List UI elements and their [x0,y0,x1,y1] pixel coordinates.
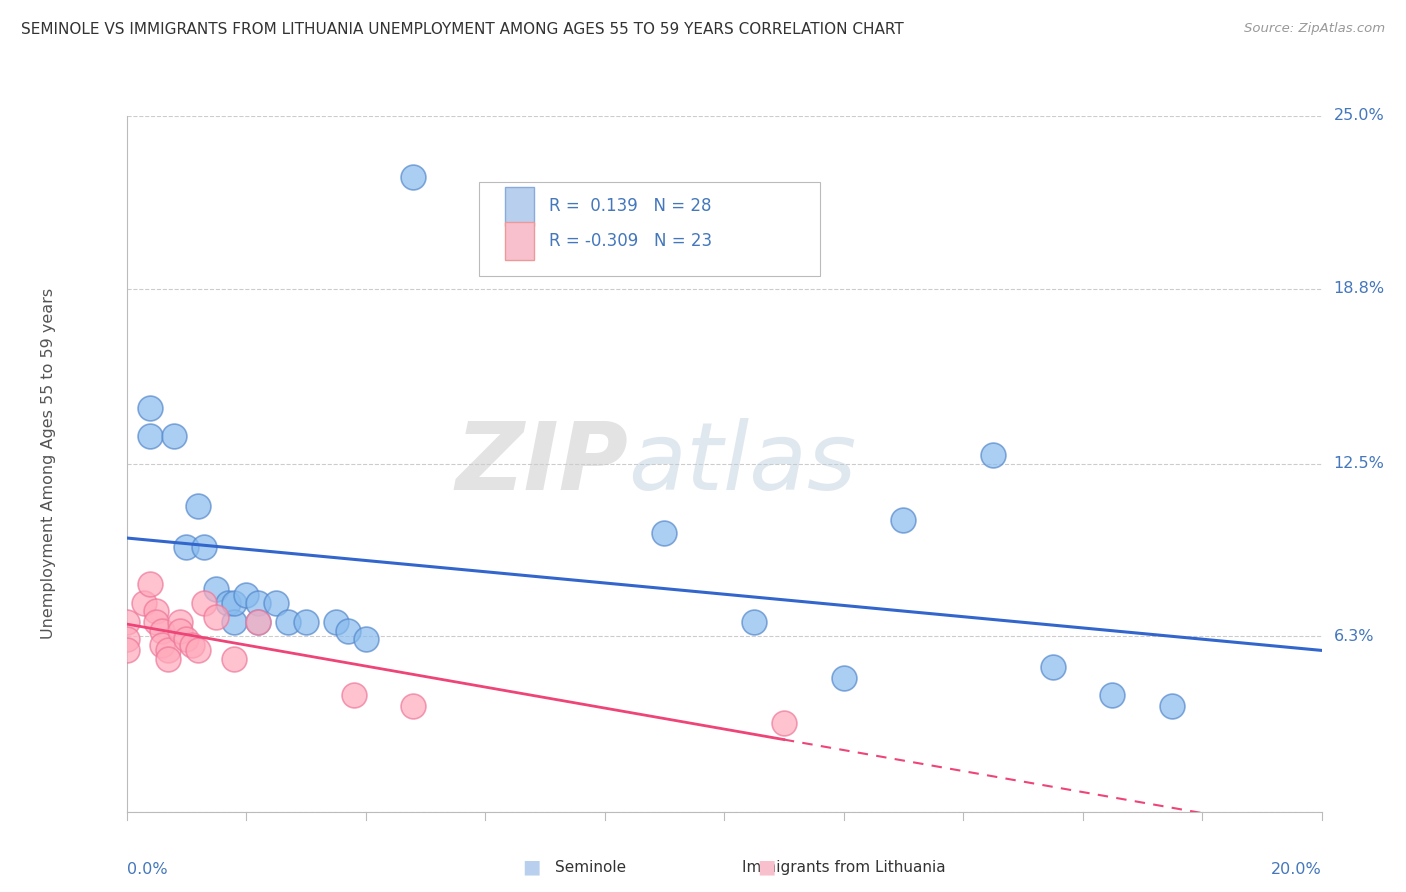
Point [145,604,167,618]
Point [205,582,228,596]
Point [981,449,1004,463]
Text: atlas: atlas [628,418,856,509]
Point [205,610,228,624]
Text: Unemployment Among Ages 55 to 59 years: Unemployment Among Ages 55 to 59 years [41,288,56,640]
Point [336,624,359,638]
Point [247,596,270,610]
Point [264,596,287,610]
Point [247,615,270,630]
Point [294,615,316,630]
Text: R = -0.309   N = 23: R = -0.309 N = 23 [548,232,711,250]
Point [187,499,209,513]
Text: 0.0%: 0.0% [127,862,167,877]
Point [145,615,167,630]
Point [222,651,246,665]
Point [1161,698,1184,713]
FancyBboxPatch shape [505,187,534,226]
Point [893,512,915,526]
Point [169,615,191,630]
Point [1101,688,1123,702]
Point [181,638,204,652]
Text: ZIP: ZIP [456,417,628,510]
Point [193,541,215,555]
Text: 25.0%: 25.0% [1334,109,1385,123]
Point [115,632,138,647]
Point [235,588,257,602]
Point [325,615,347,630]
Point [343,688,366,702]
Point [152,638,174,652]
Point [174,632,197,647]
Point [174,541,197,555]
Text: Source: ZipAtlas.com: Source: ZipAtlas.com [1244,22,1385,36]
Point [222,596,246,610]
Point [115,615,138,630]
Text: Immigrants from Lithuania: Immigrants from Lithuania [742,860,945,874]
Point [217,596,239,610]
Point [152,624,174,638]
Point [832,671,855,685]
Point [187,643,209,657]
Point [157,643,180,657]
FancyBboxPatch shape [479,182,820,276]
Point [773,715,796,730]
Point [247,615,270,630]
Text: 12.5%: 12.5% [1334,457,1385,471]
FancyBboxPatch shape [505,222,534,260]
Point [134,596,156,610]
Point [193,596,215,610]
Point [652,526,675,541]
Text: R =  0.139   N = 28: R = 0.139 N = 28 [548,197,711,215]
Point [402,170,425,185]
Point [169,624,191,638]
Text: SEMINOLE VS IMMIGRANTS FROM LITHUANIA UNEMPLOYMENT AMONG AGES 55 TO 59 YEARS COR: SEMINOLE VS IMMIGRANTS FROM LITHUANIA UN… [21,22,904,37]
Point [1042,660,1064,674]
Point [139,429,162,443]
Point [222,615,246,630]
Point [354,632,377,647]
Text: 6.3%: 6.3% [1334,629,1374,644]
Text: ■: ■ [756,857,776,877]
Point [157,651,180,665]
Point [742,615,765,630]
Text: 20.0%: 20.0% [1271,862,1322,877]
Text: ■: ■ [522,857,541,877]
Point [139,576,162,591]
Text: Seminole: Seminole [555,860,626,874]
Point [277,615,299,630]
Point [139,401,162,416]
Point [402,698,425,713]
Point [163,429,186,443]
Text: 18.8%: 18.8% [1334,281,1385,296]
Point [115,643,138,657]
